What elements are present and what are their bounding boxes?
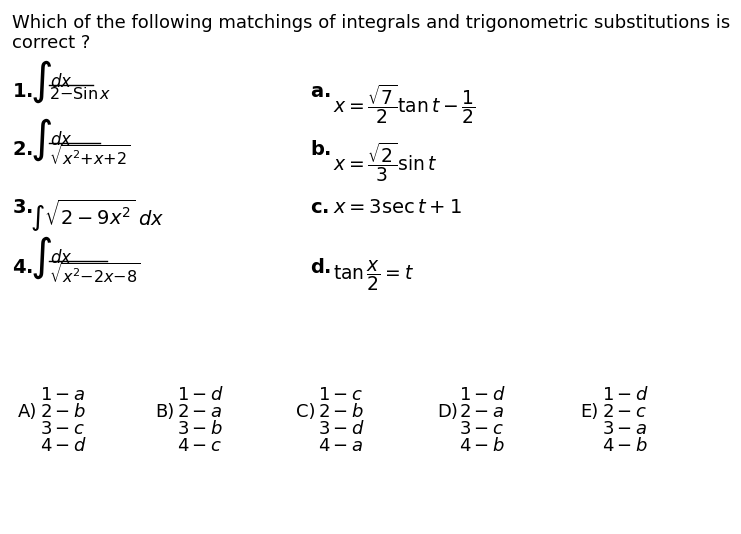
Text: $\sqrt{x^2{+}x{+}2}$: $\sqrt{x^2{+}x{+}2}$ (49, 144, 130, 168)
Text: $dx$: $dx$ (50, 73, 73, 91)
Text: A): A) (18, 403, 37, 421)
Text: $1 - a$: $1 - a$ (40, 386, 85, 404)
Text: $\tan \dfrac{x}{2} = t$: $\tan \dfrac{x}{2} = t$ (333, 258, 414, 293)
Text: $\int$: $\int$ (30, 117, 52, 163)
Text: $\int$: $\int$ (30, 59, 52, 105)
Text: $\int$: $\int$ (30, 235, 52, 281)
Text: $x = 3\sec t + 1$: $x = 3\sec t + 1$ (333, 198, 462, 217)
Text: $4 - d$: $4 - d$ (40, 437, 87, 455)
Text: $\mathbf{b.}$: $\mathbf{b.}$ (310, 140, 331, 159)
Text: $\mathbf{3.}$: $\mathbf{3.}$ (12, 198, 33, 217)
Text: $\mathbf{1.}$: $\mathbf{1.}$ (12, 82, 33, 101)
Text: $3 - c$: $3 - c$ (40, 420, 85, 438)
Text: $\mathbf{4.}$: $\mathbf{4.}$ (12, 258, 33, 277)
Text: $2 - a$: $2 - a$ (177, 403, 222, 421)
Text: $\sqrt{x^2{-}2x{-}8}$: $\sqrt{x^2{-}2x{-}8}$ (49, 262, 141, 286)
Text: $3 - a$: $3 - a$ (602, 420, 648, 438)
Text: $\mathbf{2.}$: $\mathbf{2.}$ (12, 140, 33, 159)
Text: Which of the following matchings of integrals and trigonometric substitutions is: Which of the following matchings of inte… (12, 14, 730, 32)
Text: correct ?: correct ? (12, 34, 90, 52)
Text: $1 - d$: $1 - d$ (602, 386, 649, 404)
Text: $\mathbf{c.}$: $\mathbf{c.}$ (310, 198, 329, 217)
Text: $4 - b$: $4 - b$ (459, 437, 505, 455)
Text: $dx$: $dx$ (50, 249, 73, 267)
Text: $4 - c$: $4 - c$ (177, 437, 222, 455)
Text: $2{-}\mathrm{Sin}\,x$: $2{-}\mathrm{Sin}\,x$ (49, 86, 112, 102)
Text: $1 - c$: $1 - c$ (318, 386, 363, 404)
Text: $\mathbf{d.}$: $\mathbf{d.}$ (310, 258, 331, 277)
Text: $2 - a$: $2 - a$ (459, 403, 505, 421)
Text: $x = \dfrac{\sqrt{2}}{3}\sin t$: $x = \dfrac{\sqrt{2}}{3}\sin t$ (333, 140, 437, 184)
Text: $2 - c$: $2 - c$ (602, 403, 647, 421)
Text: $1 - d$: $1 - d$ (459, 386, 506, 404)
Text: $3 - d$: $3 - d$ (318, 420, 365, 438)
Text: $3 - c$: $3 - c$ (459, 420, 504, 438)
Text: C): C) (296, 403, 316, 421)
Text: $2 - b$: $2 - b$ (318, 403, 364, 421)
Text: $4 - a$: $4 - a$ (318, 437, 363, 455)
Text: E): E) (580, 403, 598, 421)
Text: $x = \dfrac{\sqrt{7}}{2}\tan t - \dfrac{1}{2}$: $x = \dfrac{\sqrt{7}}{2}\tan t - \dfrac{… (333, 82, 476, 126)
Text: $4 - b$: $4 - b$ (602, 437, 648, 455)
Text: $2 - b$: $2 - b$ (40, 403, 86, 421)
Text: B): B) (155, 403, 174, 421)
Text: $\int \sqrt{2-9x^2}\; dx$: $\int \sqrt{2-9x^2}\; dx$ (30, 198, 165, 234)
Text: D): D) (437, 403, 458, 421)
Text: $1 - d$: $1 - d$ (177, 386, 224, 404)
Text: $\mathbf{a.}$: $\mathbf{a.}$ (310, 82, 330, 101)
Text: $dx$: $dx$ (50, 131, 73, 149)
Text: $3 - b$: $3 - b$ (177, 420, 223, 438)
